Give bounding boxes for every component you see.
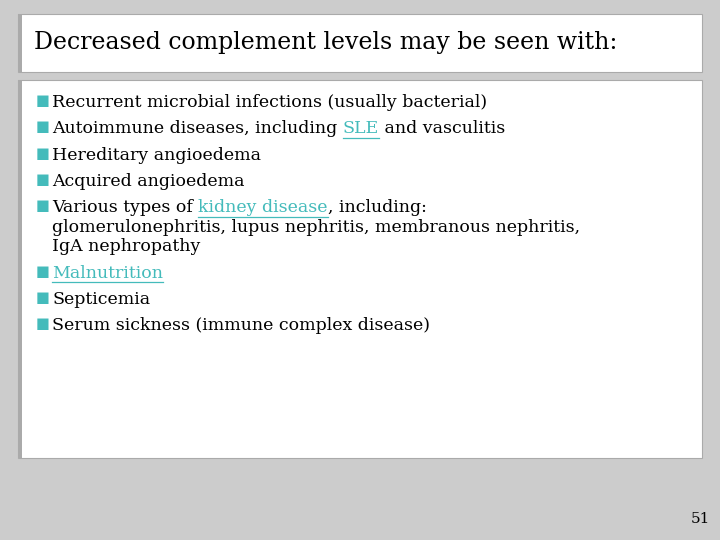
Text: Hereditary angioedema: Hereditary angioedema	[52, 147, 261, 164]
Text: Malnutrition: Malnutrition	[52, 265, 163, 282]
Text: Recurrent microbial infections (usually bacterial): Recurrent microbial infections (usually …	[52, 94, 487, 111]
Text: Decreased complement levels may be seen with:: Decreased complement levels may be seen …	[34, 31, 617, 55]
Text: ■: ■	[36, 120, 50, 134]
Text: ■: ■	[36, 318, 50, 331]
Text: Acquired angioedema: Acquired angioedema	[52, 173, 245, 190]
Text: kidney disease: kidney disease	[199, 199, 328, 217]
Text: ■: ■	[36, 265, 50, 279]
Text: , including:: , including:	[328, 199, 427, 217]
Bar	[18, 80, 22, 458]
Text: ■: ■	[36, 94, 50, 108]
Text: SLE: SLE	[343, 120, 379, 137]
Text: Septicemia: Septicemia	[52, 291, 150, 308]
Text: 51: 51	[690, 512, 710, 526]
Text: Serum sickness (immune complex disease): Serum sickness (immune complex disease)	[52, 318, 430, 334]
Text: IgA nephropathy: IgA nephropathy	[52, 238, 200, 255]
Text: ■: ■	[36, 173, 50, 187]
Text: ■: ■	[36, 147, 50, 160]
Text: ■: ■	[36, 291, 50, 305]
Text: and vasculitis: and vasculitis	[379, 120, 505, 137]
Bar	[18, 14, 702, 72]
Text: glomerulonephritis, lupus nephritis, membranous nephritis,: glomerulonephritis, lupus nephritis, mem…	[52, 219, 580, 236]
Text: Various types of: Various types of	[52, 199, 199, 217]
Bar	[18, 80, 702, 458]
Bar	[18, 14, 22, 72]
Text: Autoimmune diseases, including: Autoimmune diseases, including	[52, 120, 343, 137]
Text: ■: ■	[36, 199, 50, 213]
